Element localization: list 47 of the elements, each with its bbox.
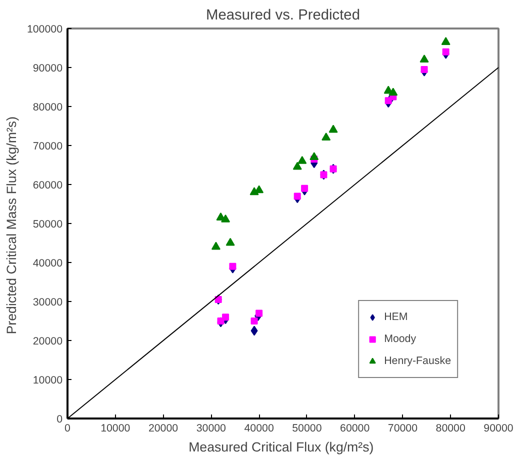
- point: [310, 152, 319, 160]
- x-tick-label: 80000: [436, 422, 466, 434]
- x-tick-label: 30000: [196, 422, 226, 434]
- point: [256, 310, 263, 317]
- point: [226, 238, 235, 246]
- chart-title: Measured vs. Predicted: [206, 8, 360, 24]
- point: [221, 214, 230, 222]
- legend-label: Henry-Fauske: [384, 355, 451, 367]
- y-tick-label: 0: [56, 414, 63, 426]
- y-tick-label: 100000: [26, 24, 63, 36]
- y-axis-title: Predicted Critical Mass Flux (kg/m²s): [4, 116, 19, 334]
- y-tick-label: 60000: [32, 180, 63, 192]
- point: [250, 326, 258, 336]
- point: [229, 262, 236, 270]
- point: [441, 37, 450, 45]
- x-tick-label: 70000: [388, 422, 418, 434]
- x-tick-label: 50000: [292, 422, 322, 434]
- x-tick-label: 20000: [148, 422, 178, 434]
- legend-label: HEM: [384, 311, 408, 323]
- x-tick-label: 40000: [244, 422, 274, 434]
- legend-label: Moody: [384, 333, 416, 345]
- y-tick-label: 70000: [32, 140, 63, 152]
- y-tick-label: 90000: [32, 62, 63, 74]
- x-tick-label: 0: [64, 422, 71, 434]
- x-tick-label: 60000: [340, 422, 370, 434]
- point: [301, 184, 308, 192]
- point: [328, 124, 338, 133]
- point: [298, 156, 307, 164]
- y-tick-label: 40000: [32, 258, 63, 270]
- point: [211, 242, 220, 250]
- point: [322, 132, 331, 141]
- x-tick-label: 10000: [100, 422, 130, 434]
- y-tick-label: 50000: [32, 218, 63, 230]
- point: [294, 192, 301, 200]
- point: [420, 66, 428, 73]
- x-axis-title: Measured Critical Flux (kg/m²s): [188, 440, 374, 454]
- y-tick-label: 10000: [32, 374, 63, 386]
- y-tick-label: 20000: [32, 336, 63, 348]
- point: [250, 318, 258, 324]
- x-tick-label: 90000: [484, 422, 514, 434]
- y-tick-label: 80000: [32, 102, 63, 114]
- y-tick-label: 30000: [32, 296, 63, 308]
- point: [442, 48, 450, 56]
- point: [292, 162, 302, 170]
- point: [388, 88, 398, 96]
- point: [222, 314, 230, 321]
- point: [420, 54, 429, 63]
